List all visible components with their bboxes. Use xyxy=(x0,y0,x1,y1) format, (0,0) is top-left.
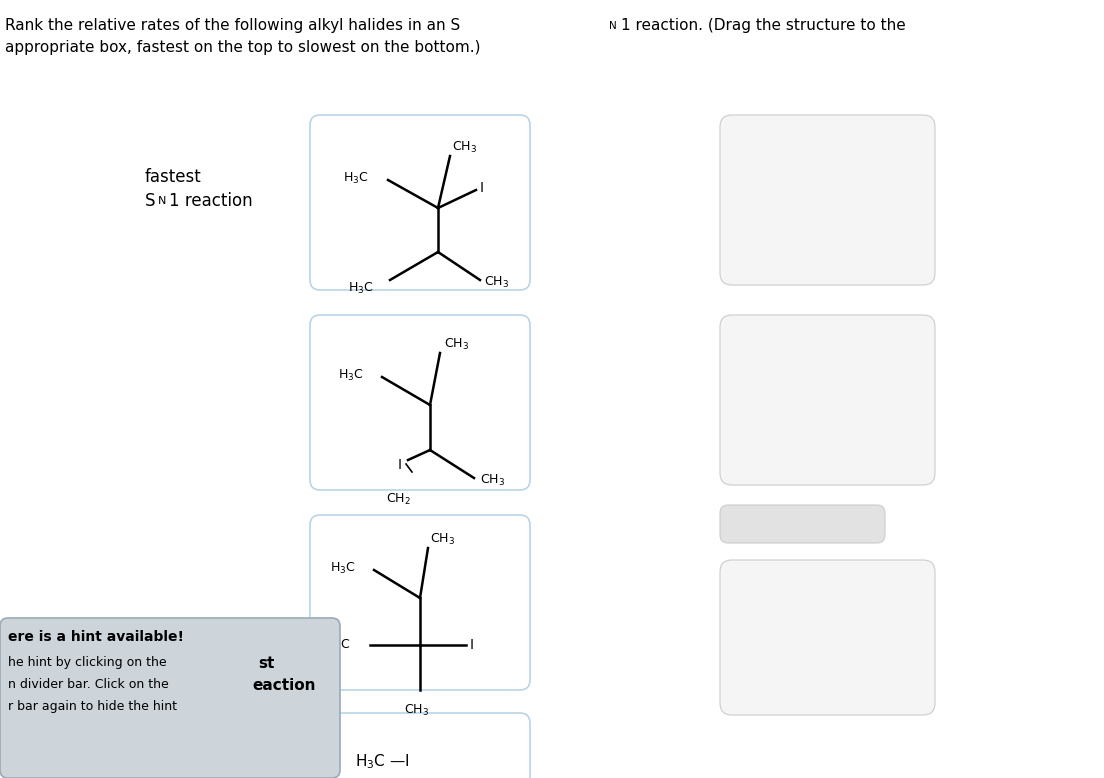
Text: H$_3$C: H$_3$C xyxy=(348,280,373,296)
FancyBboxPatch shape xyxy=(720,315,935,485)
Text: 1 reaction. (Drag the structure to the: 1 reaction. (Drag the structure to the xyxy=(620,18,905,33)
Text: CH$_3$: CH$_3$ xyxy=(484,275,509,289)
Text: CH$_2$: CH$_2$ xyxy=(385,492,411,507)
Text: fastest: fastest xyxy=(145,168,202,186)
Text: ere is a hint available!: ere is a hint available! xyxy=(8,630,184,644)
Text: S: S xyxy=(145,192,156,210)
Text: appropriate box, fastest on the top to slowest on the bottom.): appropriate box, fastest on the top to s… xyxy=(6,40,480,55)
Text: eaction: eaction xyxy=(252,678,316,693)
Text: H$_3$C: H$_3$C xyxy=(338,367,363,383)
Text: st: st xyxy=(258,656,275,671)
Text: CH$_3$: CH$_3$ xyxy=(452,140,477,155)
FancyBboxPatch shape xyxy=(720,560,935,715)
Text: CH$_3$: CH$_3$ xyxy=(429,532,455,547)
Text: r bar again to hide the hint: r bar again to hide the hint xyxy=(8,700,177,713)
Text: I: I xyxy=(399,458,402,472)
Text: H$_3$C: H$_3$C xyxy=(343,170,369,185)
FancyBboxPatch shape xyxy=(0,618,340,778)
Text: I: I xyxy=(470,638,474,652)
Text: Rank the relative rates of the following alkyl halides in an S: Rank the relative rates of the following… xyxy=(6,18,460,33)
FancyBboxPatch shape xyxy=(310,515,530,690)
Text: CH$_3$: CH$_3$ xyxy=(480,472,506,488)
Text: H$_3$C: H$_3$C xyxy=(330,560,355,576)
FancyBboxPatch shape xyxy=(310,315,530,490)
Text: H$_3$C: H$_3$C xyxy=(325,637,351,653)
Text: n divider bar. Click on the: n divider bar. Click on the xyxy=(8,678,169,691)
Text: he hint by clicking on the: he hint by clicking on the xyxy=(8,656,167,669)
Text: N: N xyxy=(609,21,617,31)
Text: N: N xyxy=(158,196,167,206)
Text: CH$_3$: CH$_3$ xyxy=(404,703,429,718)
Text: I: I xyxy=(480,181,484,195)
Text: CH$_3$: CH$_3$ xyxy=(444,337,469,352)
FancyBboxPatch shape xyxy=(310,115,530,290)
FancyBboxPatch shape xyxy=(720,505,885,543)
FancyBboxPatch shape xyxy=(310,713,530,778)
Text: 1 reaction: 1 reaction xyxy=(169,192,253,210)
FancyBboxPatch shape xyxy=(720,115,935,285)
Text: H$_3$C —I: H$_3$C —I xyxy=(355,752,410,771)
